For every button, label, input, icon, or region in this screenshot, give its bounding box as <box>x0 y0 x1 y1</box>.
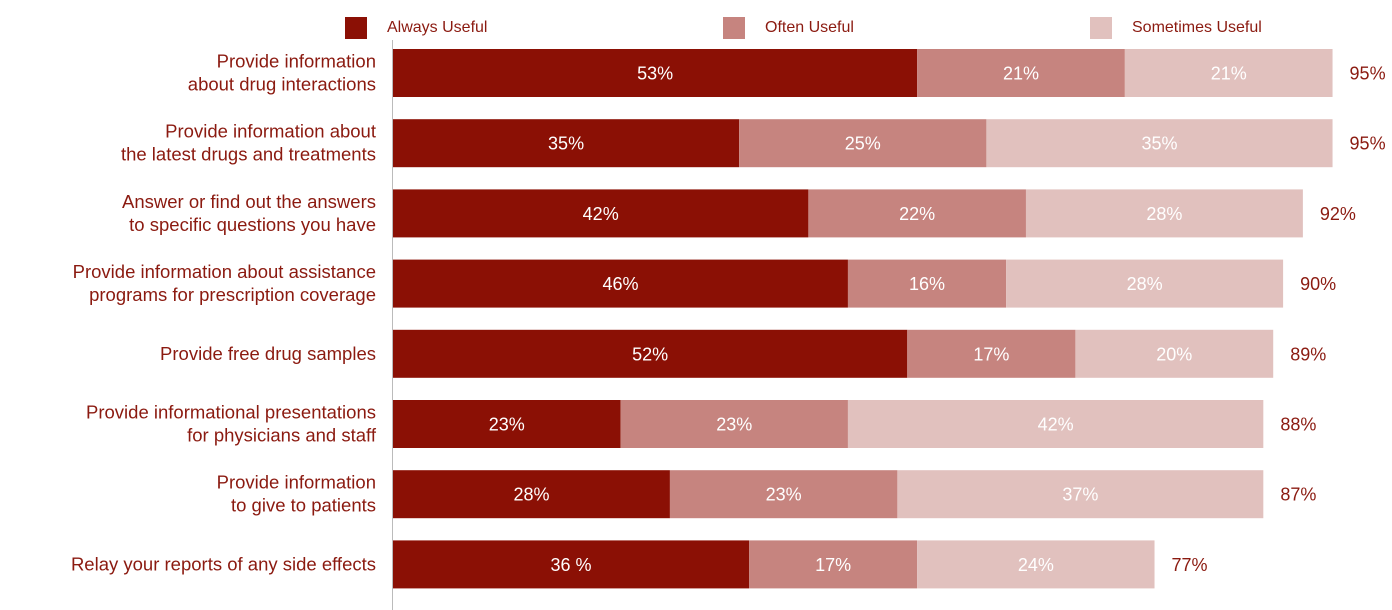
segment-value-label: 17% <box>973 344 1009 364</box>
bar-segment-sometimes-useful <box>897 470 1264 519</box>
bar-segment-often-useful <box>620 400 848 448</box>
category-label: Provide information about the latest drug… <box>121 121 376 165</box>
segment-value-label: 42% <box>1038 415 1074 435</box>
category-label: Provide information to give to patients <box>217 472 376 516</box>
total-value-label: 92% <box>1320 204 1356 224</box>
bar-segment-always-useful <box>393 189 809 238</box>
legend-item-often-useful: Often Useful <box>723 16 854 40</box>
segment-value-label: 46% <box>602 274 638 294</box>
bar-segment-often-useful <box>808 189 1026 238</box>
total-value-label: 95% <box>1350 134 1386 154</box>
segment-value-label: 37% <box>1062 485 1098 505</box>
segment-value-label: 25% <box>845 134 881 154</box>
total-value-label: 77% <box>1172 555 1208 575</box>
category-label: Relay your reports of any side effects <box>71 553 376 574</box>
total-value-label: 95% <box>1350 64 1386 84</box>
bar-segment-sometimes-useful <box>1025 189 1303 238</box>
total-value-label: 88% <box>1280 415 1316 435</box>
segment-value-label: 21% <box>1211 64 1247 84</box>
legend-item-always-useful: Always Useful <box>345 16 487 40</box>
segment-value-label: 20% <box>1156 344 1192 364</box>
bar-segment-always-useful <box>393 329 908 378</box>
segment-value-label: 21% <box>1003 64 1039 84</box>
segment-value-label: 35% <box>1141 134 1177 154</box>
bar-segment-always-useful <box>393 470 670 519</box>
bar-segment-sometimes-useful <box>1124 49 1333 97</box>
segment-value-label: 16% <box>909 274 945 294</box>
bar-segment-always-useful <box>393 119 740 168</box>
legend-label-always-useful: Always Useful <box>387 19 488 36</box>
bar-segment-often-useful <box>669 470 898 519</box>
total-value-label: 87% <box>1280 485 1316 505</box>
bar-segment-often-useful <box>739 119 987 168</box>
segment-value-label: 22% <box>899 204 935 224</box>
bar-segment-always-useful <box>393 540 750 589</box>
segment-value-label: 36 % <box>551 555 592 575</box>
legend-swatch-always-useful <box>345 17 367 39</box>
segment-value-label: 53% <box>637 64 673 84</box>
segment-value-label: 52% <box>632 344 668 364</box>
bar-segment-sometimes-useful <box>1075 329 1274 378</box>
bar-segment-always-useful <box>393 49 918 97</box>
category-label: Provide informational presentations for p… <box>86 402 377 446</box>
legend-label-sometimes-useful: Sometimes Useful <box>1132 19 1262 36</box>
legend-swatch-sometimes-useful <box>1090 17 1112 39</box>
segment-value-label: 23% <box>766 485 802 505</box>
bar-segment-always-useful <box>393 400 621 448</box>
category-label: Provide information about drug interactio… <box>188 51 376 95</box>
segment-value-label: 23% <box>489 415 525 435</box>
total-value-label: 89% <box>1290 344 1326 364</box>
bar-segment-always-useful <box>393 259 848 308</box>
segment-value-label: 28% <box>1127 274 1163 294</box>
segment-value-label: 28% <box>1146 204 1182 224</box>
segment-value-label: 24% <box>1018 555 1054 575</box>
legend-label-often-useful: Often Useful <box>765 19 854 36</box>
category-label: Provide information about assistance prog… <box>73 261 376 305</box>
bar-segment-often-useful <box>917 49 1125 97</box>
segment-value-label: 23% <box>716 415 752 435</box>
segment-value-label: 17% <box>815 555 851 575</box>
total-value-label: 90% <box>1300 274 1336 294</box>
segment-value-label: 42% <box>583 204 619 224</box>
bar-segment-sometimes-useful <box>847 400 1264 448</box>
bar-segment-often-useful <box>907 329 1076 378</box>
legend-swatch-often-useful <box>723 17 745 39</box>
bar-segment-often-useful <box>749 540 918 589</box>
category-label: Provide free drug samples <box>160 343 376 364</box>
bar-segment-often-useful <box>847 259 1007 308</box>
bar-segment-sometimes-useful <box>917 540 1155 589</box>
legend-item-sometimes-useful: Sometimes Useful <box>1090 16 1262 40</box>
segment-value-label: 35% <box>548 134 584 154</box>
segment-value-label: 28% <box>513 485 549 505</box>
category-label: Answer or find out the answers to specifi… <box>122 191 376 235</box>
bar-segment-sometimes-useful <box>986 119 1333 168</box>
bar-segment-sometimes-useful <box>1006 259 1284 308</box>
